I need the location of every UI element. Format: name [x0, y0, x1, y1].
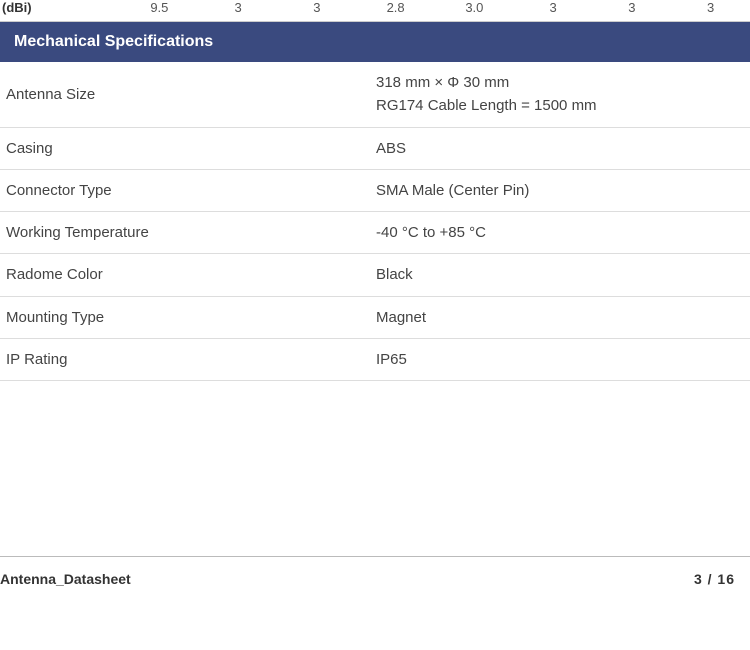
- spec-value: Magnet: [376, 306, 744, 329]
- spec-value: IP65: [376, 348, 744, 371]
- dbi-cell: 9.5: [120, 0, 199, 15]
- spec-row: IP Rating IP65: [0, 339, 750, 381]
- spec-value: SMA Male (Center Pin): [376, 179, 744, 202]
- spec-value: 318 mm × Φ 30 mm RG174 Cable Length = 15…: [376, 71, 744, 118]
- spec-row: Working Temperature -40 °C to +85 °C: [0, 212, 750, 254]
- dbi-cell: 2.8: [356, 0, 435, 15]
- page-indicator: 3 / 16: [694, 571, 735, 587]
- spec-label: Antenna Size: [6, 86, 376, 103]
- dbi-cell: 3: [671, 0, 750, 15]
- previous-table-last-row: (dBi) 9.5 3 3 2.8 3.0 3 3 3: [0, 0, 750, 22]
- spec-label: Connector Type: [6, 182, 376, 199]
- spec-row: Mounting Type Magnet: [0, 297, 750, 339]
- spec-row: Radome Color Black: [0, 254, 750, 296]
- spec-label: Radome Color: [6, 266, 376, 283]
- page-total: 16: [717, 571, 735, 587]
- spec-row: Connector Type SMA Male (Center Pin): [0, 170, 750, 212]
- doc-name: Antenna_Datasheet: [0, 571, 131, 587]
- dbi-cell: 3: [199, 0, 278, 15]
- spec-value: -40 °C to +85 °C: [376, 221, 744, 244]
- dbi-cell: 3: [593, 0, 672, 15]
- spec-value: Black: [376, 263, 744, 286]
- page-sep: /: [703, 571, 718, 587]
- row-label-dbi: (dBi): [0, 0, 120, 15]
- spec-row: Casing ABS: [0, 128, 750, 170]
- dbi-cell: 3: [514, 0, 593, 15]
- spec-row: Antenna Size 318 mm × Φ 30 mm RG174 Cabl…: [0, 62, 750, 128]
- section-header-mechanical: Mechanical Specifications: [0, 22, 750, 62]
- dbi-cell: 3: [278, 0, 357, 15]
- spec-label: Working Temperature: [6, 224, 376, 241]
- page-current: 3: [694, 571, 703, 587]
- spec-label: Mounting Type: [6, 309, 376, 326]
- dbi-cell: 3.0: [435, 0, 514, 15]
- spec-label: IP Rating: [6, 351, 376, 368]
- spec-value: ABS: [376, 137, 744, 160]
- spec-label: Casing: [6, 140, 376, 157]
- page-footer: Antenna_Datasheet 3 / 16: [0, 556, 750, 587]
